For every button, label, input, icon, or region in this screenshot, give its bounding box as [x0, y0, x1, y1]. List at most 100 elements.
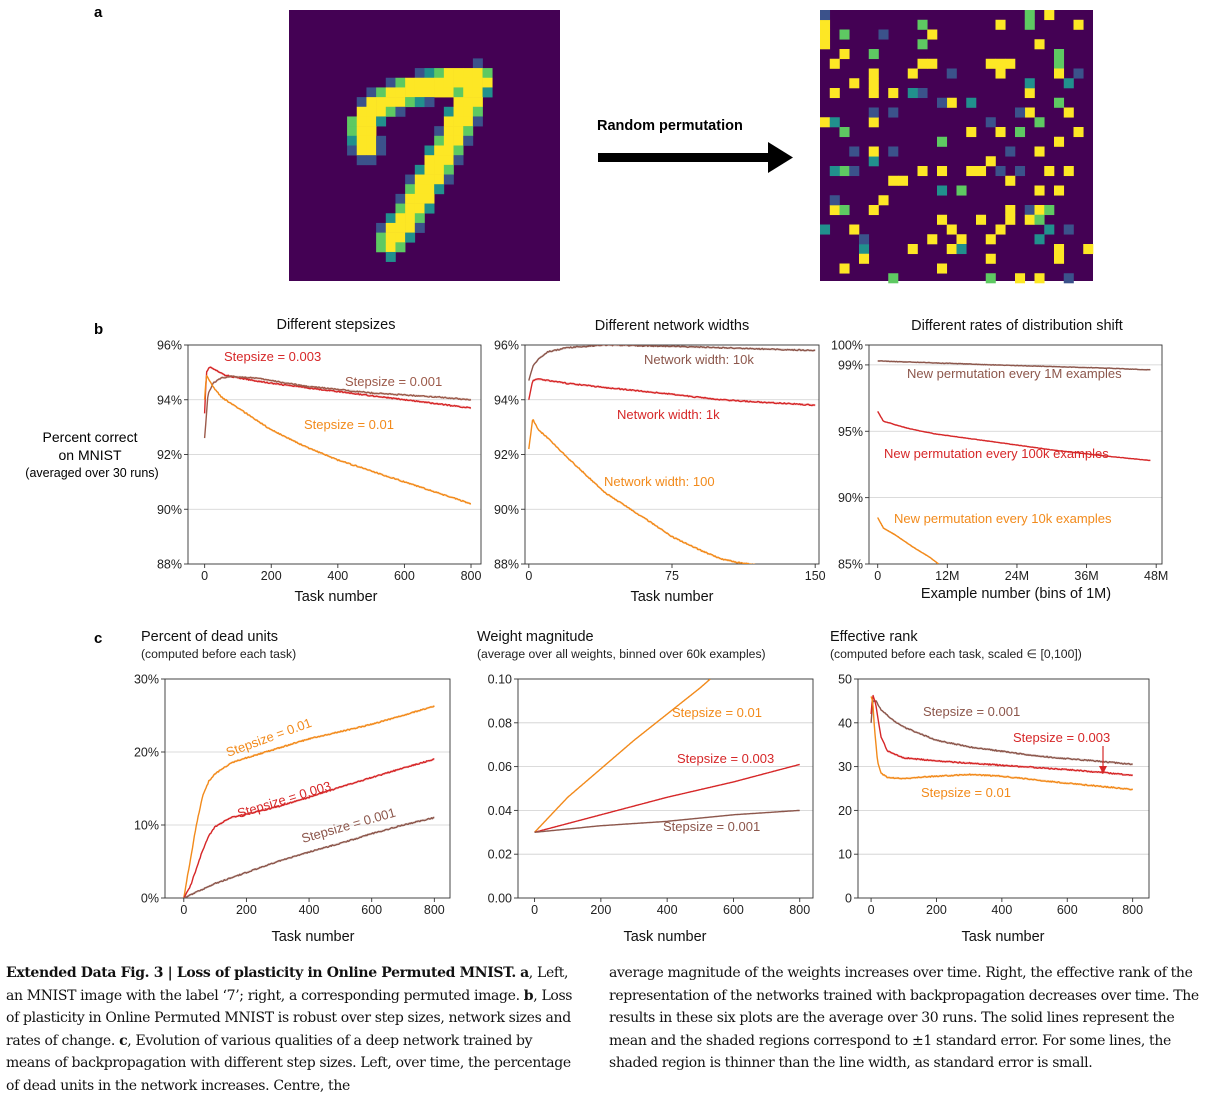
x-axis-label: Example number (bins of 1M) [921, 586, 1111, 602]
x-tick-label: 12M [935, 569, 959, 583]
x-tick-label: 600 [1057, 903, 1078, 917]
series-line [183, 816, 435, 898]
arrow-right-icon [598, 142, 793, 173]
chart-title: Different network widths [595, 318, 749, 334]
y-tick-label: 96% [157, 339, 182, 353]
y-tick-label: 92% [157, 448, 182, 462]
y-tick-label: 20% [134, 746, 159, 760]
x-tick-label: 400 [657, 903, 678, 917]
series-line [203, 366, 472, 414]
caption-part-text: , Left, an MNIST image with the label ‘7… [6, 965, 569, 1004]
y-tick-label: 0.02 [488, 848, 512, 862]
series-line [534, 679, 711, 833]
series-line [528, 419, 756, 564]
y-tick-label: 0.08 [488, 716, 512, 730]
series-annotation: Stepsize = 0.003 [224, 349, 321, 364]
series-annotation: Stepsize = 0.003 [1013, 730, 1110, 745]
x-axis-label: Task number [630, 589, 713, 605]
plot-frame [517, 678, 814, 899]
series-annotation: New permutation every 10k examples [894, 511, 1112, 526]
series-annotation: Network width: 10k [644, 352, 754, 367]
series-line [203, 375, 472, 439]
plot-frame [868, 344, 1163, 565]
chart-dead-units: 0% 10% 20% 30% 0 200 400 600 800 Percent of dead … [134, 629, 451, 945]
plot-frame [164, 678, 451, 899]
caption-part-label: c [119, 1032, 128, 1049]
x-tick-label: 800 [461, 569, 482, 583]
x-axis-label: Task number [294, 589, 377, 605]
series-line [528, 378, 816, 407]
series-line [870, 696, 1134, 791]
caption-part-text: , Loss of plasticity in Online Permuted … [6, 987, 573, 1049]
x-tick-label: 150 [805, 569, 826, 583]
x-tick-label: 0 [531, 903, 538, 917]
x-tick-label: 200 [236, 903, 257, 917]
x-tick-label: 800 [789, 903, 810, 917]
series-annotation: Stepsize = 0.01 [224, 715, 314, 760]
x-tick-label: 800 [424, 903, 445, 917]
chart-rates-of-distribution-shift: 85% 90% 95% 99% 100% 0 12M 24M 36M 48M Different r… [831, 318, 1168, 602]
x-tick-label: 600 [361, 903, 382, 917]
x-tick-label: 0 [180, 903, 187, 917]
series-error-band [204, 374, 471, 505]
series-line [534, 809, 800, 833]
series-annotation: Stepsize = 0.001 [345, 374, 442, 389]
chart-title: Different stepsizes [276, 317, 395, 333]
series-annotation: Stepsize = 0.01 [672, 705, 762, 720]
mnist-digit-image [289, 10, 560, 281]
x-tick-label: 600 [394, 569, 415, 583]
x-tick-label: 0 [868, 903, 875, 917]
y-tick-label: 96% [494, 339, 519, 353]
y-tick-label: 90% [838, 491, 863, 505]
series-line [877, 360, 1151, 371]
y-tick-label: 10% [134, 819, 159, 833]
y-tick-label: 50 [838, 673, 852, 687]
series-annotation: Stepsize = 0.003 [235, 778, 332, 821]
x-tick-label: 0 [874, 569, 881, 583]
x-tick-label: 400 [327, 569, 348, 583]
chart-different-stepsizes: 88% 90% 92% 94% 96% 0 200 400 600 800 Different st… [157, 317, 482, 605]
x-tick-label: 48M [1144, 569, 1168, 583]
ylabel-line-1: Percent correct [43, 429, 138, 445]
y-tick-label: 10 [838, 848, 852, 862]
x-tick-label: 200 [261, 569, 282, 583]
x-tick-label: 0 [201, 569, 208, 583]
series-line [528, 345, 816, 381]
series-error-band [528, 418, 757, 564]
x-axis-label: Task number [271, 929, 354, 945]
y-tick-label: 90% [157, 503, 182, 517]
series-error-band [871, 699, 1133, 766]
y-tick-label: 90% [494, 503, 519, 517]
chart-title: Different rates of distribution shift [911, 318, 1123, 334]
x-axis-label: Task number [623, 929, 706, 945]
panel-label-a: a [94, 4, 103, 21]
y-tick-label: 0.10 [488, 673, 512, 687]
chart-subtitle: (computed before each task) [141, 647, 296, 661]
y-tick-label: 20 [838, 804, 852, 818]
caption-part-text: , Evolution of various qualities of a de… [6, 1032, 571, 1094]
plot-frame [857, 678, 1150, 899]
series-error-band [183, 816, 435, 898]
series-annotation: New permutation every 1M examples [907, 366, 1122, 381]
y-tick-label: 30 [838, 760, 852, 774]
x-tick-label: 400 [299, 903, 320, 917]
arrow-label: Random permutation [597, 118, 743, 134]
series-annotation: Stepsize = 0.001 [663, 819, 760, 834]
x-tick-label: 0 [525, 569, 532, 583]
y-tick-label: 88% [157, 558, 182, 572]
chart-weight-magnitude: 0.00 0.02 0.04 0.06 0.08 0.10 0 200 400 600 800 Wei… [477, 629, 814, 945]
x-tick-label: 200 [590, 903, 611, 917]
caption-part-label: b [523, 987, 534, 1004]
caption-left: Extended Data Fig. 3 | Loss of plasticit… [6, 962, 578, 1097]
series-line [877, 517, 940, 564]
series-annotation: New permutation every 100k examples [884, 446, 1109, 461]
panel-label-c: c [94, 630, 102, 647]
y-tick-label: 92% [494, 448, 519, 462]
y-tick-label: 30% [134, 673, 159, 687]
y-tick-label: 100% [831, 339, 863, 353]
panel-a: Random permutation [289, 10, 1094, 284]
y-tick-label: 94% [494, 393, 519, 407]
series-annotation: Stepsize = 0.01 [921, 785, 1011, 800]
series-line [534, 763, 800, 833]
series-line [183, 758, 435, 898]
